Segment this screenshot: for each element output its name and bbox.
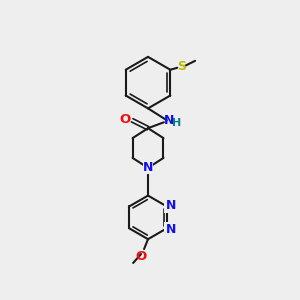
Text: O: O [136,250,147,263]
Text: H: H [172,118,182,128]
Text: N: N [166,199,176,212]
Text: S: S [177,60,186,73]
Text: N: N [164,114,174,127]
Text: O: O [120,113,131,126]
Text: N: N [166,223,176,236]
Text: N: N [143,161,153,174]
